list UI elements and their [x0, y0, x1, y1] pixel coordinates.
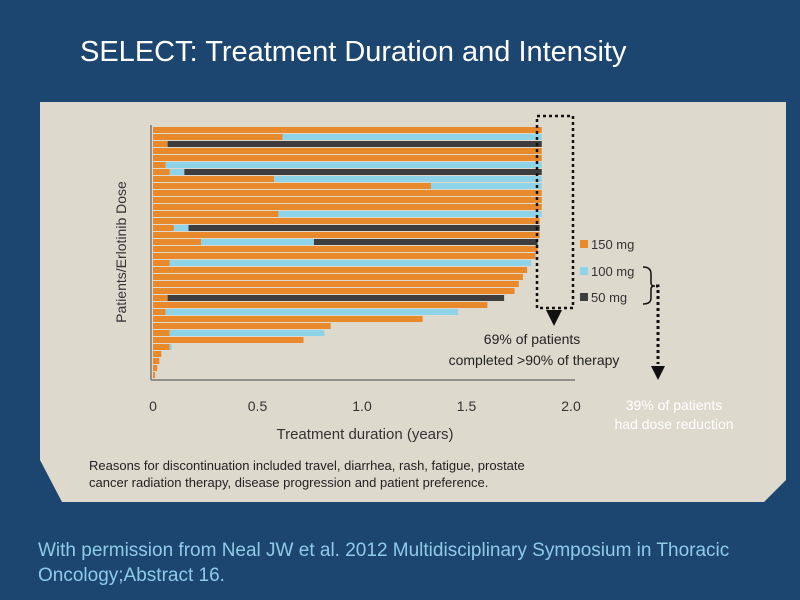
legend-swatch-100mg — [580, 267, 588, 275]
patient-17-bar-segment-100mg — [201, 239, 314, 245]
patient-6-bar-segment-100mg — [165, 162, 542, 168]
patient-20-bar-segment-100mg — [169, 260, 532, 266]
patient-34-bar-segment-150mg — [153, 358, 160, 364]
patient-4-bar-segment-150mg — [153, 148, 542, 154]
patient-25-bar-segment-150mg — [153, 295, 168, 301]
patient-2-bar-segment-150mg — [153, 134, 283, 140]
legend-swatch-50mg — [580, 293, 588, 301]
patient-10-bar-segment-150mg — [153, 190, 542, 196]
patient-32-bar-segment-150mg — [153, 344, 170, 350]
patient-13-bar-segment-100mg — [278, 211, 542, 217]
patient-22-bar-segment-150mg — [153, 274, 523, 280]
slide-title: SELECT: Treatment Duration and Intensity — [80, 36, 627, 68]
patient-3-bar-segment-50mg — [167, 141, 542, 147]
patient-7-bar-segment-50mg — [184, 169, 542, 175]
completion-annotation: 69% of patients completed >90% of therap… — [449, 331, 620, 368]
patient-7-bar-segment-150mg — [153, 169, 170, 175]
patient-16-bar-segment-150mg — [153, 232, 540, 238]
patient-27-bar-segment-150mg — [153, 309, 166, 315]
patient-29-bar-segment-150mg — [153, 323, 331, 329]
patient-15-bar-segment-150mg — [153, 225, 174, 231]
patient-17-bar-segment-50mg — [313, 239, 538, 245]
completion-annotation-line1: 69% of patients — [484, 331, 581, 347]
patient-30-bar-segment-150mg — [153, 330, 170, 336]
x-tick-label-2.0: 2.0 — [561, 398, 581, 414]
legend-label-100mg: 100 mg — [591, 264, 634, 279]
patient-33-bar-segment-150mg — [153, 351, 162, 357]
discontinuation-note-line2: cancer radiation therapy, disease progre… — [89, 475, 488, 490]
patient-25-bar-segment-50mg — [167, 295, 505, 301]
dose-reduction-text: 39% of patients had dose reduction — [614, 397, 734, 432]
patient-36-bar-segment-150mg — [153, 372, 156, 378]
patient-17-bar-segment-150mg — [153, 239, 202, 245]
x-ticks-group: 0 0.5 1.0 1.5 2.0 — [149, 398, 581, 414]
patient-5-bar-segment-150mg — [153, 155, 542, 161]
patient-28-bar-segment-150mg — [153, 316, 423, 322]
legend-swatch-150mg — [580, 240, 588, 248]
patient-31-bar-segment-150mg — [153, 337, 304, 343]
discontinuation-note-line1: Reasons for discontinuation included tra… — [89, 458, 525, 473]
completion-annotation-line2: completed >90% of therapy — [449, 352, 620, 368]
legend-label-150mg: 150 mg — [591, 237, 634, 252]
x-tick-label-0: 0 — [149, 398, 157, 414]
dose-reduction-bracket — [642, 266, 656, 305]
dose-reduction-arrow-icon — [651, 366, 665, 380]
x-axis-label: Treatment duration (years) — [276, 426, 453, 443]
patient-11-bar-segment-150mg — [153, 197, 542, 203]
patient-8-bar-segment-100mg — [274, 176, 542, 182]
treatment-duration-chart: 0 0.5 1.0 1.5 2.0 Treatment duration (years)… — [40, 102, 786, 502]
dose-reduction-connector — [656, 284, 660, 364]
patient-32-bar-segment-100mg — [169, 344, 172, 350]
x-tick-label-1.0: 1.0 — [352, 398, 372, 414]
patient-35-bar-segment-150mg — [153, 365, 158, 371]
chart-panel: 0 0.5 1.0 1.5 2.0 Treatment duration (years)… — [40, 102, 786, 502]
patient-9-bar-segment-150mg — [153, 183, 431, 189]
patient-13-bar-segment-150mg — [153, 211, 279, 217]
patient-15-bar-segment-100mg — [173, 225, 189, 231]
patient-21-bar-segment-150mg — [153, 267, 528, 273]
axes-group — [150, 125, 575, 381]
dose-reduction-annotation: 39% of patients had dose reduction — [614, 396, 734, 434]
patient-1-bar-segment-150mg — [153, 127, 542, 133]
completion-highlight-box — [535, 114, 575, 310]
patient-27-bar-segment-100mg — [165, 309, 459, 315]
legend: 150 mg 100 mg 50 mg — [580, 237, 665, 380]
patient-6-bar-segment-150mg — [153, 162, 166, 168]
patient-19-bar-segment-150mg — [153, 253, 536, 259]
legend-label-50mg: 50 mg — [591, 290, 627, 305]
patient-26-bar-segment-150mg — [153, 302, 488, 308]
patient-12-bar-segment-150mg — [153, 204, 542, 210]
citation-footer: With permission from Neal JW et al. 2012… — [38, 540, 730, 586]
patient-20-bar-segment-150mg — [153, 260, 170, 266]
bars-group — [153, 127, 542, 378]
patient-2-bar-segment-100mg — [282, 134, 542, 140]
patient-9-bar-segment-100mg — [430, 183, 542, 189]
patient-23-bar-segment-150mg — [153, 281, 519, 287]
patient-8-bar-segment-150mg — [153, 176, 275, 182]
patient-7-bar-segment-100mg — [169, 169, 185, 175]
x-tick-label-0.5: 0.5 — [248, 398, 268, 414]
y-axis-label: Patients/Erlotinib Dose — [113, 181, 129, 323]
patient-15-bar-segment-50mg — [188, 225, 540, 231]
patient-14-bar-segment-150mg — [153, 218, 540, 224]
patient-30-bar-segment-100mg — [169, 330, 325, 336]
discontinuation-note: Reasons for discontinuation included tra… — [89, 458, 528, 490]
patient-18-bar-segment-150mg — [153, 246, 538, 252]
x-tick-label-1.5: 1.5 — [457, 398, 477, 414]
patient-24-bar-segment-150mg — [153, 288, 515, 294]
patient-3-bar-segment-150mg — [153, 141, 168, 147]
completion-arrow-icon — [546, 310, 562, 326]
